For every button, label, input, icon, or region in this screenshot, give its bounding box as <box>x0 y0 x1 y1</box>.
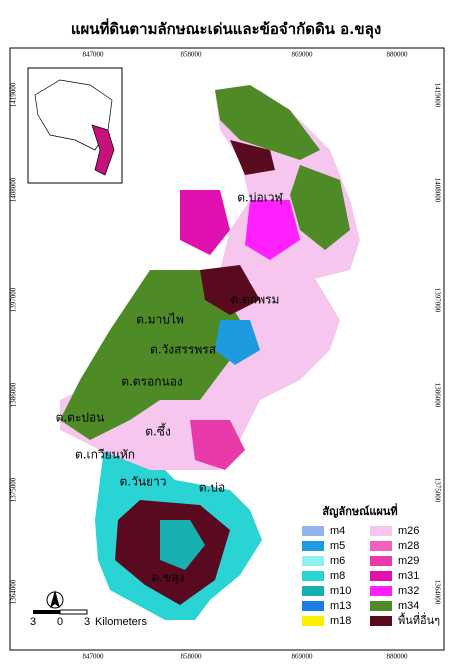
legend-label: m10 <box>330 585 351 597</box>
legend-swatch <box>370 586 392 596</box>
place-label: ต.ตะปอน <box>56 411 105 425</box>
x-coord-bottom: 880000 <box>387 653 409 661</box>
legend-label: m26 <box>398 525 419 537</box>
legend-label: m18 <box>330 615 351 627</box>
legend-swatch <box>302 586 324 596</box>
place-label: ต.ขลุง <box>151 571 184 586</box>
legend-label: m28 <box>398 540 419 552</box>
scale-label: 3 <box>84 616 90 628</box>
legend-box <box>292 500 432 635</box>
legend-title: สัญลักษณ์แผนที่ <box>322 503 397 518</box>
y-coord-right: 1386000 <box>433 383 441 408</box>
legend-label: m6 <box>330 555 345 567</box>
y-coord-right: 1364000 <box>433 580 441 605</box>
scale-label: 3 <box>30 616 36 628</box>
y-coord-right: 1397000 <box>433 288 441 313</box>
scale-bar <box>33 590 88 615</box>
legend-label: m31 <box>398 570 419 582</box>
legend-label: m13 <box>330 600 351 612</box>
place-label: ต.มาบไพ <box>136 313 184 327</box>
place-label: ต.เกวียนหัก <box>75 448 135 462</box>
y-coord-right: 1419000 <box>433 83 441 108</box>
inset-district <box>91 124 115 176</box>
legend-swatch <box>302 601 324 611</box>
x-coord-bottom: 869000 <box>292 653 314 661</box>
scale-label: Kilometers <box>95 616 147 628</box>
x-coord-bottom: 847000 <box>83 653 105 661</box>
x-coord-bottom: 858000 <box>181 653 203 661</box>
x-coord-top: 858000 <box>181 51 203 59</box>
place-label: ต.บ่อ <box>199 481 225 495</box>
legend-swatch <box>302 571 324 581</box>
legend-label: m29 <box>398 555 419 567</box>
legend-swatch <box>302 541 324 551</box>
y-coord-left: 1386000 <box>10 382 18 407</box>
legend-swatch <box>370 616 392 626</box>
legend-swatch <box>302 526 324 536</box>
soil-map <box>60 85 360 620</box>
legend-swatch <box>302 616 324 626</box>
y-coord-left: 1408000 <box>10 177 18 202</box>
legend-swatch <box>370 571 392 581</box>
y-coord-left: 1419000 <box>10 82 18 107</box>
legend-label: พื้นที่อื่นๆ <box>398 612 440 627</box>
legend-swatch <box>302 556 324 566</box>
place-label: ต.ตกพรม <box>231 293 280 307</box>
place-label: ต.ตรอกนอง <box>121 375 183 389</box>
x-coord-top: 880000 <box>387 51 409 59</box>
y-coord-left: 1364000 <box>10 579 18 604</box>
map-title: แผนที่ดินตามลักษณะเด่นและข้อจำกัดดิน อ.ข… <box>71 18 381 39</box>
scale-label: 0 <box>57 616 63 628</box>
legend-label: m34 <box>398 600 419 612</box>
y-coord-left: 1397000 <box>10 287 18 312</box>
legend-swatch <box>370 526 392 536</box>
x-coord-top: 869000 <box>292 51 314 59</box>
legend-swatch <box>370 541 392 551</box>
y-coord-right: 1408000 <box>433 178 441 203</box>
legend-label: m5 <box>330 540 345 552</box>
y-coord-left: 1375000 <box>10 477 18 502</box>
legend-label: m8 <box>330 570 345 582</box>
place-label: ต.ซึ้ง <box>145 423 171 439</box>
y-coord-right: 1375000 <box>433 478 441 503</box>
legend-label: m4 <box>330 525 345 537</box>
place-label: ต.บ่อเวฬุ <box>237 191 283 206</box>
place-label: ต.วังสรรพรส <box>150 343 217 357</box>
legend-swatch <box>370 556 392 566</box>
legend-swatch <box>370 601 392 611</box>
legend-label: m32 <box>398 585 419 597</box>
place-label: ต.วันยาว <box>119 475 166 489</box>
x-coord-top: 847000 <box>83 51 105 59</box>
